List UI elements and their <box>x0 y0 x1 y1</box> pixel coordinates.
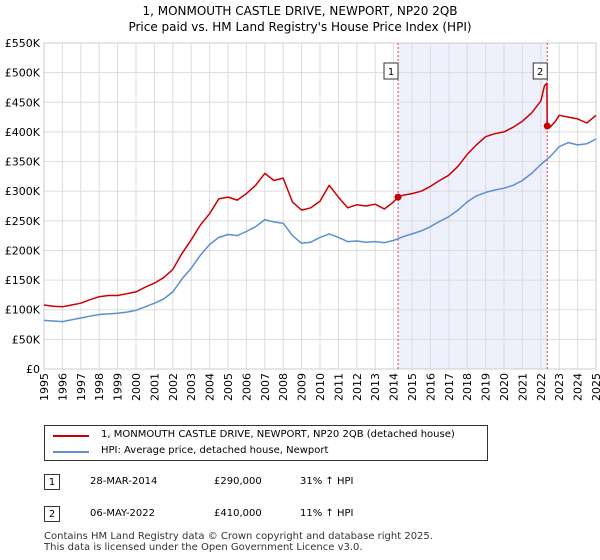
y-tick-label: £0 <box>26 363 40 376</box>
y-tick-label: £450K <box>5 96 41 109</box>
x-tick-label: 1996 <box>56 373 69 401</box>
transaction-marker-badge: 1 <box>44 474 60 490</box>
sale-point-1 <box>394 193 402 201</box>
y-tick-label: £150K <box>5 274 41 287</box>
legend-property-swatch <box>53 435 89 437</box>
transaction-date: 28-MAR-2014 <box>90 476 158 487</box>
x-tick-label: 2012 <box>351 373 364 401</box>
x-tick-label: 2006 <box>240 373 253 401</box>
x-tick-label: 2007 <box>259 373 272 401</box>
legend-hpi-label: HPI: Average price, detached house, Newp… <box>101 445 329 456</box>
y-tick-label: £250K <box>5 215 41 228</box>
x-tick-label: 2016 <box>424 373 437 401</box>
x-tick-label: 2013 <box>369 373 382 401</box>
chart-subtitle: Price paid vs. HM Land Registry's House … <box>128 20 472 34</box>
x-tick-label: 2021 <box>516 373 529 401</box>
hpi-line <box>43 138 597 323</box>
marker-2-box <box>532 62 548 80</box>
x-tick-label: 2010 <box>314 373 327 401</box>
y-tick-label: £50K <box>12 333 41 346</box>
x-tick-label: 2015 <box>406 373 419 401</box>
x-tick-label: 2005 <box>222 373 235 401</box>
x-tick-label: 2009 <box>296 373 309 401</box>
x-tick-label: 2019 <box>480 373 493 401</box>
property-price-line <box>43 82 597 308</box>
x-tick-label: 2011 <box>332 373 345 401</box>
x-tick-label: 2002 <box>167 373 180 401</box>
y-tick-label: £300K <box>5 185 41 198</box>
transaction-date: 06-MAY-2022 <box>90 508 156 519</box>
marker-1-box <box>383 62 399 80</box>
footer-licence: This data is licensed under the Open Gov… <box>44 542 363 553</box>
y-tick-label: £100K <box>5 304 41 317</box>
transaction-hpi-change: 11% ↑ HPI <box>300 508 354 519</box>
marker-2-label: 2 <box>537 67 543 78</box>
x-tick-label: 1997 <box>75 373 88 401</box>
x-tick-label: 2014 <box>388 373 401 401</box>
chart-legend: 1, MONMOUTH CASTLE DRIVE, NEWPORT, NP20 … <box>44 425 488 461</box>
x-tick-label: 2024 <box>572 373 585 401</box>
x-tick-label: 2001 <box>148 373 161 401</box>
y-tick-label: £400K <box>5 126 41 139</box>
x-tick-label: 2025 <box>590 373 600 401</box>
y-tick-label: £200K <box>5 244 41 257</box>
x-tick-label: 2004 <box>204 373 217 401</box>
x-tick-label: 2018 <box>461 373 474 401</box>
legend-hpi-swatch <box>53 451 89 453</box>
x-tick-label: 2023 <box>553 373 566 401</box>
x-tick-label: 2020 <box>498 373 511 401</box>
transaction-price: £290,000 <box>214 476 262 487</box>
x-tick-label: 1999 <box>112 373 125 401</box>
shaded-period <box>398 43 548 369</box>
transaction-price: £410,000 <box>214 508 262 519</box>
chart-title: 1, MONMOUTH CASTLE DRIVE, NEWPORT, NP20 … <box>142 4 458 18</box>
plot-area <box>43 42 597 370</box>
marker-1-label: 1 <box>388 67 394 78</box>
footer-copyright: Contains HM Land Registry data © Crown c… <box>44 531 433 542</box>
y-tick-label: £500K <box>5 67 41 80</box>
transaction-marker-badge: 2 <box>44 506 60 522</box>
y-tick-label: £350K <box>5 156 41 169</box>
x-tick-label: 2000 <box>130 373 143 401</box>
x-tick-label: 1995 <box>38 373 51 401</box>
x-tick-label: 2008 <box>277 373 290 401</box>
x-tick-label: 2022 <box>535 373 548 401</box>
transaction-hpi-change: 31% ↑ HPI <box>300 476 354 487</box>
x-tick-label: 2017 <box>443 373 456 401</box>
price-chart: £0 £50K £100K £150K £200K £250K £300K £350K £400… <box>5 37 600 401</box>
y-tick-label: £550K <box>5 37 41 50</box>
legend-property-label: 1, MONMOUTH CASTLE DRIVE, NEWPORT, NP20 … <box>101 429 455 440</box>
x-tick-label: 2003 <box>185 373 198 401</box>
x-tick-label: 1998 <box>93 373 106 401</box>
sale-point-2 <box>543 122 551 130</box>
